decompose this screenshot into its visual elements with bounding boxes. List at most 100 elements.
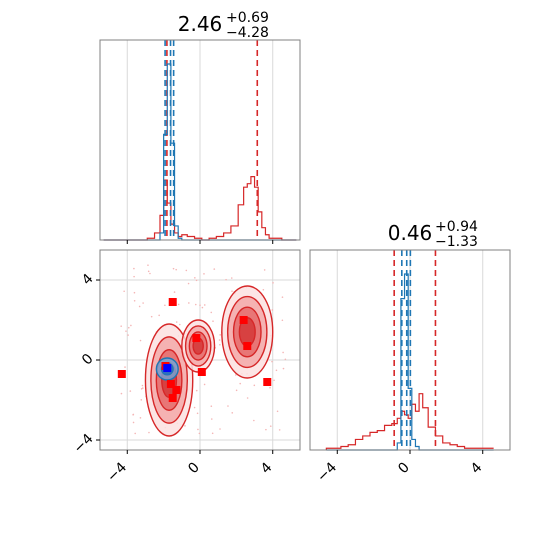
param2-upper-error: +0.94 [435, 219, 478, 235]
marginal-x-panel [99, 39, 301, 244]
joint-sample-point [276, 410, 279, 413]
joint-sample-point [272, 282, 274, 284]
joint-sample-point [147, 264, 149, 266]
joint-red-marker-5 [192, 334, 201, 342]
joint-sample-point [265, 428, 267, 431]
joint-sample-point [230, 277, 233, 279]
joint-sample-point [139, 339, 142, 342]
param2-lower: −1.33 [435, 234, 478, 250]
joint-red-marker-0 [117, 370, 126, 378]
joint-sample-point [231, 412, 234, 414]
joint-sample-point [148, 431, 150, 434]
joint-sample-point [140, 399, 143, 401]
joint-sample-point [120, 325, 122, 327]
param1-value: 2.46 [178, 12, 223, 36]
joint-sample-point [253, 419, 255, 422]
joint-sample-point [133, 275, 135, 278]
joint-sample-point [124, 366, 126, 368]
joint-sample-point [123, 290, 125, 293]
param1-upper: +0.69 [226, 10, 269, 26]
joint-sample-point [194, 303, 197, 306]
joint-sample-point [141, 387, 144, 389]
joint-sample-point [282, 367, 285, 370]
joint-sample-point [239, 382, 242, 385]
param1-upper-error: +0.69 [226, 10, 269, 26]
joint-sample-point [284, 358, 287, 361]
marginal-y-panel: −4 0 4 [309, 249, 511, 485]
joint-sample-point [212, 320, 214, 322]
joint-sample-point [149, 272, 151, 275]
joint-sample-point [175, 321, 178, 323]
joint-blue-marker-0 [163, 364, 172, 372]
joint-sample-point [227, 405, 229, 407]
joint-sample-point [134, 432, 137, 435]
joint-sample-point [219, 428, 221, 430]
joint-sample-point [271, 309, 274, 311]
joint-sample-point [120, 392, 123, 395]
joint-sample-point [133, 291, 136, 294]
joint-sample-point [139, 417, 142, 419]
joint-sample-point [282, 351, 284, 354]
joint-sample-point [127, 326, 130, 329]
marginal-y-tick-label-2: 4 [468, 459, 486, 477]
joint-sample-point [213, 268, 216, 270]
joint-sample-point [194, 277, 196, 279]
joint-sample-point [138, 305, 141, 308]
joint-sample-point [231, 290, 233, 293]
joint-sample-point [150, 315, 153, 318]
joint-sample-point [172, 267, 175, 270]
joint-sample-point [164, 304, 166, 307]
joint-sample-point [133, 299, 136, 302]
joint-sample-point [177, 303, 180, 306]
joint-sample-point [158, 314, 160, 317]
joint-sample-point [275, 369, 278, 372]
joint-sample-point [281, 296, 284, 298]
joint-sample-point [210, 311, 213, 314]
joint-sample-point [129, 390, 132, 392]
joint-sample-point [195, 279, 198, 282]
joint-sample-point [263, 269, 266, 271]
joint-sample-point [197, 428, 199, 431]
marginal-y-hist-red [325, 393, 494, 450]
joint-sample-point [142, 302, 144, 304]
joint-sample-point [140, 388, 143, 390]
joint-y-tick-label-0: −4 [71, 431, 97, 457]
joint-sample-point [147, 270, 150, 273]
joint-sample-point [234, 374, 237, 376]
joint-sample-point [203, 273, 205, 275]
joint-sample-point [211, 432, 214, 435]
joint-red-marker-3 [172, 386, 181, 394]
joint-sample-point [269, 425, 272, 427]
joint-sample-point [188, 302, 190, 304]
joint-sample-point [210, 405, 213, 408]
joint-y-tick-label-1: 0 [79, 351, 97, 369]
joint-sample-point [184, 425, 186, 427]
joint-sample-point [219, 334, 222, 336]
param2-value: 0.46 [388, 221, 433, 245]
joint-sample-point [178, 323, 181, 326]
param2-upper: +0.94 [435, 219, 478, 235]
joint-sample-point [225, 278, 227, 281]
param1-lower-error: −4.28 [226, 25, 269, 41]
joint-sample-point [175, 268, 178, 271]
joint-x-tick-label-1: 0 [185, 460, 203, 478]
joint-sample-point [196, 412, 199, 415]
joint-sample-point [132, 413, 134, 416]
joint-sample-point [203, 304, 206, 306]
joint-sample-point [187, 282, 190, 285]
param1-title: 2.46 [178, 12, 223, 36]
joint-sample-point [253, 384, 256, 387]
joint-red-marker-7 [239, 316, 248, 324]
joint-sample-point [210, 418, 213, 420]
joint-sample-point [193, 406, 196, 409]
joint-sample-point [203, 383, 206, 386]
joint-x-tick-label-0: −4 [104, 459, 130, 485]
joint-sample-point [219, 343, 221, 346]
joint-y-tick-label-2: 4 [79, 271, 97, 289]
param2-lower-error: −1.33 [435, 234, 478, 250]
joint-sample-point [195, 389, 198, 392]
marginal-y-tick-label-0: −4 [314, 459, 340, 485]
joint-sample-point [271, 360, 273, 363]
joint-red-marker-1 [168, 298, 177, 306]
